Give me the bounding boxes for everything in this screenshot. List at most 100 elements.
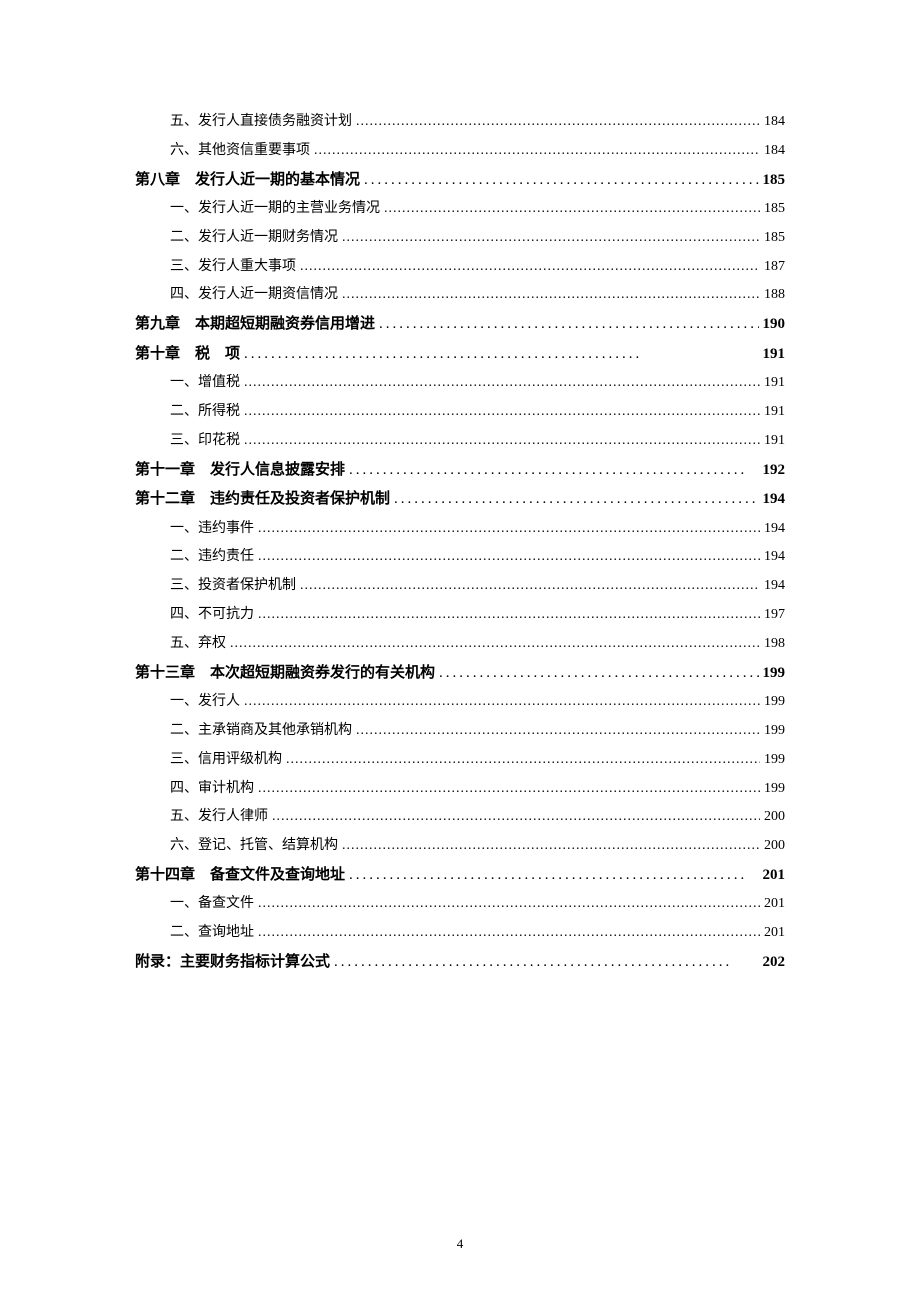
toc-title: 三、印花税 [170,429,240,453]
toc-leader-dots: ........................................… [230,632,760,656]
toc-chapter: 第十四章 备查文件及查询地址..........................… [135,863,785,889]
toc-title: 一、增值税 [170,371,240,395]
toc-leader-dots: ........................................… [349,863,758,889]
toc-title: 二、主承销商及其他承销机构 [170,719,352,743]
toc-leader-dots: ........................................… [258,603,760,627]
toc-leader-dots: ........................................… [439,661,758,687]
toc-leader-dots: ........................................… [334,950,758,976]
toc-page-number: 194 [764,545,785,569]
toc-title: 二、所得税 [170,400,240,424]
toc-page-number: 185 [764,226,785,250]
toc-chapter: 第八章 发行人近一期的基本情况.........................… [135,168,785,194]
toc-title: 第十章 税 项 [135,342,240,368]
toc-page-number: 192 [763,458,786,484]
toc-subsection: 二、主承销商及其他承销机构...........................… [135,719,785,743]
toc-subsection: 三、发行人重大事项...............................… [135,255,785,279]
toc-leader-dots: ........................................… [342,283,760,307]
toc-leader-dots: ........................................… [258,777,760,801]
toc-page-number: 191 [764,371,785,395]
toc-leader-dots: ........................................… [258,892,760,916]
toc-page-number: 201 [764,921,785,945]
toc-title: 二、违约责任 [170,545,254,569]
toc-title: 一、发行人近一期的主营业务情况 [170,197,380,221]
toc-title: 第十四章 备查文件及查询地址 [135,863,345,889]
toc-chapter: 第十章 税 项.................................… [135,342,785,368]
toc-page-number: 199 [764,748,785,772]
toc-title: 六、登记、托管、结算机构 [170,834,338,858]
toc-subsection: 五、弃权....................................… [135,632,785,656]
toc-title: 一、备查文件 [170,892,254,916]
toc-subsection: 五、发行人律师.................................… [135,805,785,829]
toc-chapter: 第十二章 违约责任及投资者保护机制.......................… [135,487,785,513]
toc-leader-dots: ........................................… [300,574,760,598]
toc-title: 三、投资者保护机制 [170,574,296,598]
toc-title: 第九章 本期超短期融资券信用增进 [135,312,375,338]
toc-title: 五、发行人直接债务融资计划 [170,110,352,134]
toc-leader-dots: ........................................… [356,719,760,743]
toc-leader-dots: ........................................… [300,255,760,279]
toc-title: 五、弃权 [170,632,226,656]
toc-title: 四、审计机构 [170,777,254,801]
toc-title: 二、查询地址 [170,921,254,945]
toc-leader-dots: ........................................… [394,487,758,513]
toc-leader-dots: ........................................… [258,545,760,569]
toc-title: 第八章 发行人近一期的基本情况 [135,168,360,194]
toc-page-number: 200 [764,805,785,829]
toc-page-number: 201 [764,892,785,916]
toc-title: 四、发行人近一期资信情况 [170,283,338,307]
toc-chapter: 第十一章 发行人信息披露安排..........................… [135,458,785,484]
toc-title: 二、发行人近一期财务情况 [170,226,338,250]
toc-title: 第十一章 发行人信息披露安排 [135,458,345,484]
toc-subsection: 一、备查文件..................................… [135,892,785,916]
toc-page-number: 194 [764,517,785,541]
toc-subsection: 六、登记、托管、结算机构............................… [135,834,785,858]
toc-leader-dots: ........................................… [342,226,760,250]
toc-page-number: 191 [764,400,785,424]
toc-subsection: 一、发行人近一期的主营业务情况.........................… [135,197,785,221]
toc-subsection: 一、发行人...................................… [135,690,785,714]
toc-leader-dots: ........................................… [356,110,760,134]
toc-leader-dots: ........................................… [244,429,760,453]
toc-leader-dots: ........................................… [314,139,760,163]
toc-page-number: 202 [763,950,786,976]
toc-leader-dots: ........................................… [286,748,760,772]
toc-page-number: 201 [763,863,786,889]
toc-subsection: 四、发行人近一期资信情况............................… [135,283,785,307]
toc-title: 一、发行人 [170,690,240,714]
toc-page-number: 199 [764,690,785,714]
toc-leader-dots: ........................................… [244,371,760,395]
toc-subsection: 一、违约事件..................................… [135,517,785,541]
toc-subsection: 五、发行人直接债务融资计划...........................… [135,110,785,134]
page-number: 4 [0,1236,920,1252]
toc-leader-dots: ........................................… [244,690,760,714]
toc-page-number: 198 [764,632,785,656]
toc-title: 一、违约事件 [170,517,254,541]
toc-page-number: 197 [764,603,785,627]
toc-subsection: 二、违约责任..................................… [135,545,785,569]
toc-leader-dots: ........................................… [258,517,760,541]
toc-page-number: 185 [763,168,786,194]
toc-title: 五、发行人律师 [170,805,268,829]
toc-title: 第十二章 违约责任及投资者保护机制 [135,487,390,513]
toc-page-number: 190 [763,312,786,338]
toc-title: 四、不可抗力 [170,603,254,627]
toc-title: 三、发行人重大事项 [170,255,296,279]
toc-page-number: 199 [764,777,785,801]
toc-subsection: 二、发行人近一期财务情况............................… [135,226,785,250]
toc-leader-dots: ........................................… [244,342,758,368]
toc-subsection: 四、不可抗力..................................… [135,603,785,627]
toc-page-number: 199 [764,719,785,743]
toc-title: 六、其他资信重要事项 [170,139,310,163]
toc-subsection: 三、印花税...................................… [135,429,785,453]
toc-page-number: 185 [764,197,785,221]
toc-chapter: 附录：主要财务指标计算公式...........................… [135,950,785,976]
toc-page-number: 184 [764,139,785,163]
toc-container: 五、发行人直接债务融资计划...........................… [0,0,920,976]
toc-page-number: 194 [763,487,786,513]
toc-subsection: 二、所得税...................................… [135,400,785,424]
toc-leader-dots: ........................................… [384,197,760,221]
toc-page-number: 188 [764,283,785,307]
toc-chapter: 第十三章 本次超短期融资券发行的有关机构....................… [135,661,785,687]
toc-title: 三、信用评级机构 [170,748,282,772]
toc-title: 第十三章 本次超短期融资券发行的有关机构 [135,661,435,687]
